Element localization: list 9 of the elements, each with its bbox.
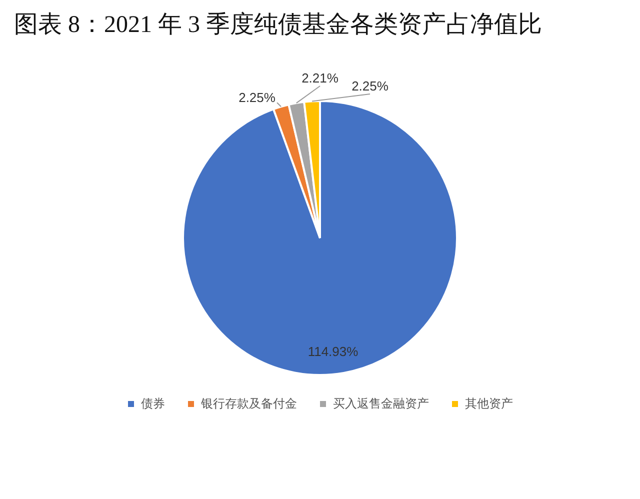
data-label: 2.25% [238,90,276,106]
data-label: 2.25% [352,78,389,94]
data-label: 114.93% [308,344,359,359]
data-label: 2.21% [302,70,339,86]
legend-label: 买入返售金融资产 [333,396,429,410]
legend-label: 债券 [141,396,165,410]
chart-title: 图表 8：2021 年 3 季度纯债基金各类资产占净值比 [14,10,542,40]
legend-label: 银行存款及备付金 [200,396,297,410]
legend-label: 其他资产 [465,396,513,410]
